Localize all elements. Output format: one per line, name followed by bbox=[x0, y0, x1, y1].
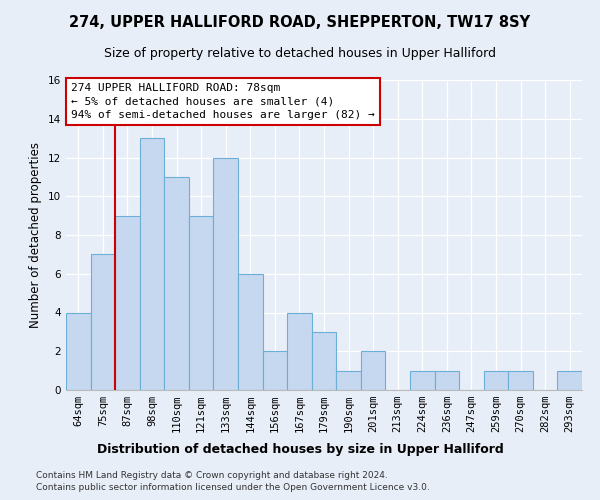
Bar bbox=[361, 351, 385, 390]
Text: Distribution of detached houses by size in Upper Halliford: Distribution of detached houses by size … bbox=[97, 442, 503, 456]
Bar bbox=[557, 370, 582, 390]
Bar bbox=[434, 370, 459, 390]
Bar bbox=[312, 332, 336, 390]
Bar bbox=[410, 370, 434, 390]
Bar bbox=[238, 274, 263, 390]
Text: Contains HM Land Registry data © Crown copyright and database right 2024.: Contains HM Land Registry data © Crown c… bbox=[36, 471, 388, 480]
Text: 274, UPPER HALLIFORD ROAD, SHEPPERTON, TW17 8SY: 274, UPPER HALLIFORD ROAD, SHEPPERTON, T… bbox=[70, 15, 530, 30]
Bar bbox=[336, 370, 361, 390]
Bar bbox=[66, 312, 91, 390]
Y-axis label: Number of detached properties: Number of detached properties bbox=[29, 142, 43, 328]
Text: Contains public sector information licensed under the Open Government Licence v3: Contains public sector information licen… bbox=[36, 484, 430, 492]
Bar bbox=[263, 351, 287, 390]
Bar bbox=[189, 216, 214, 390]
Bar bbox=[91, 254, 115, 390]
Bar bbox=[287, 312, 312, 390]
Bar bbox=[508, 370, 533, 390]
Bar bbox=[484, 370, 508, 390]
Bar bbox=[214, 158, 238, 390]
Text: Size of property relative to detached houses in Upper Halliford: Size of property relative to detached ho… bbox=[104, 48, 496, 60]
Bar bbox=[140, 138, 164, 390]
Text: 274 UPPER HALLIFORD ROAD: 78sqm
← 5% of detached houses are smaller (4)
94% of s: 274 UPPER HALLIFORD ROAD: 78sqm ← 5% of … bbox=[71, 83, 375, 120]
Bar bbox=[115, 216, 140, 390]
Bar bbox=[164, 177, 189, 390]
